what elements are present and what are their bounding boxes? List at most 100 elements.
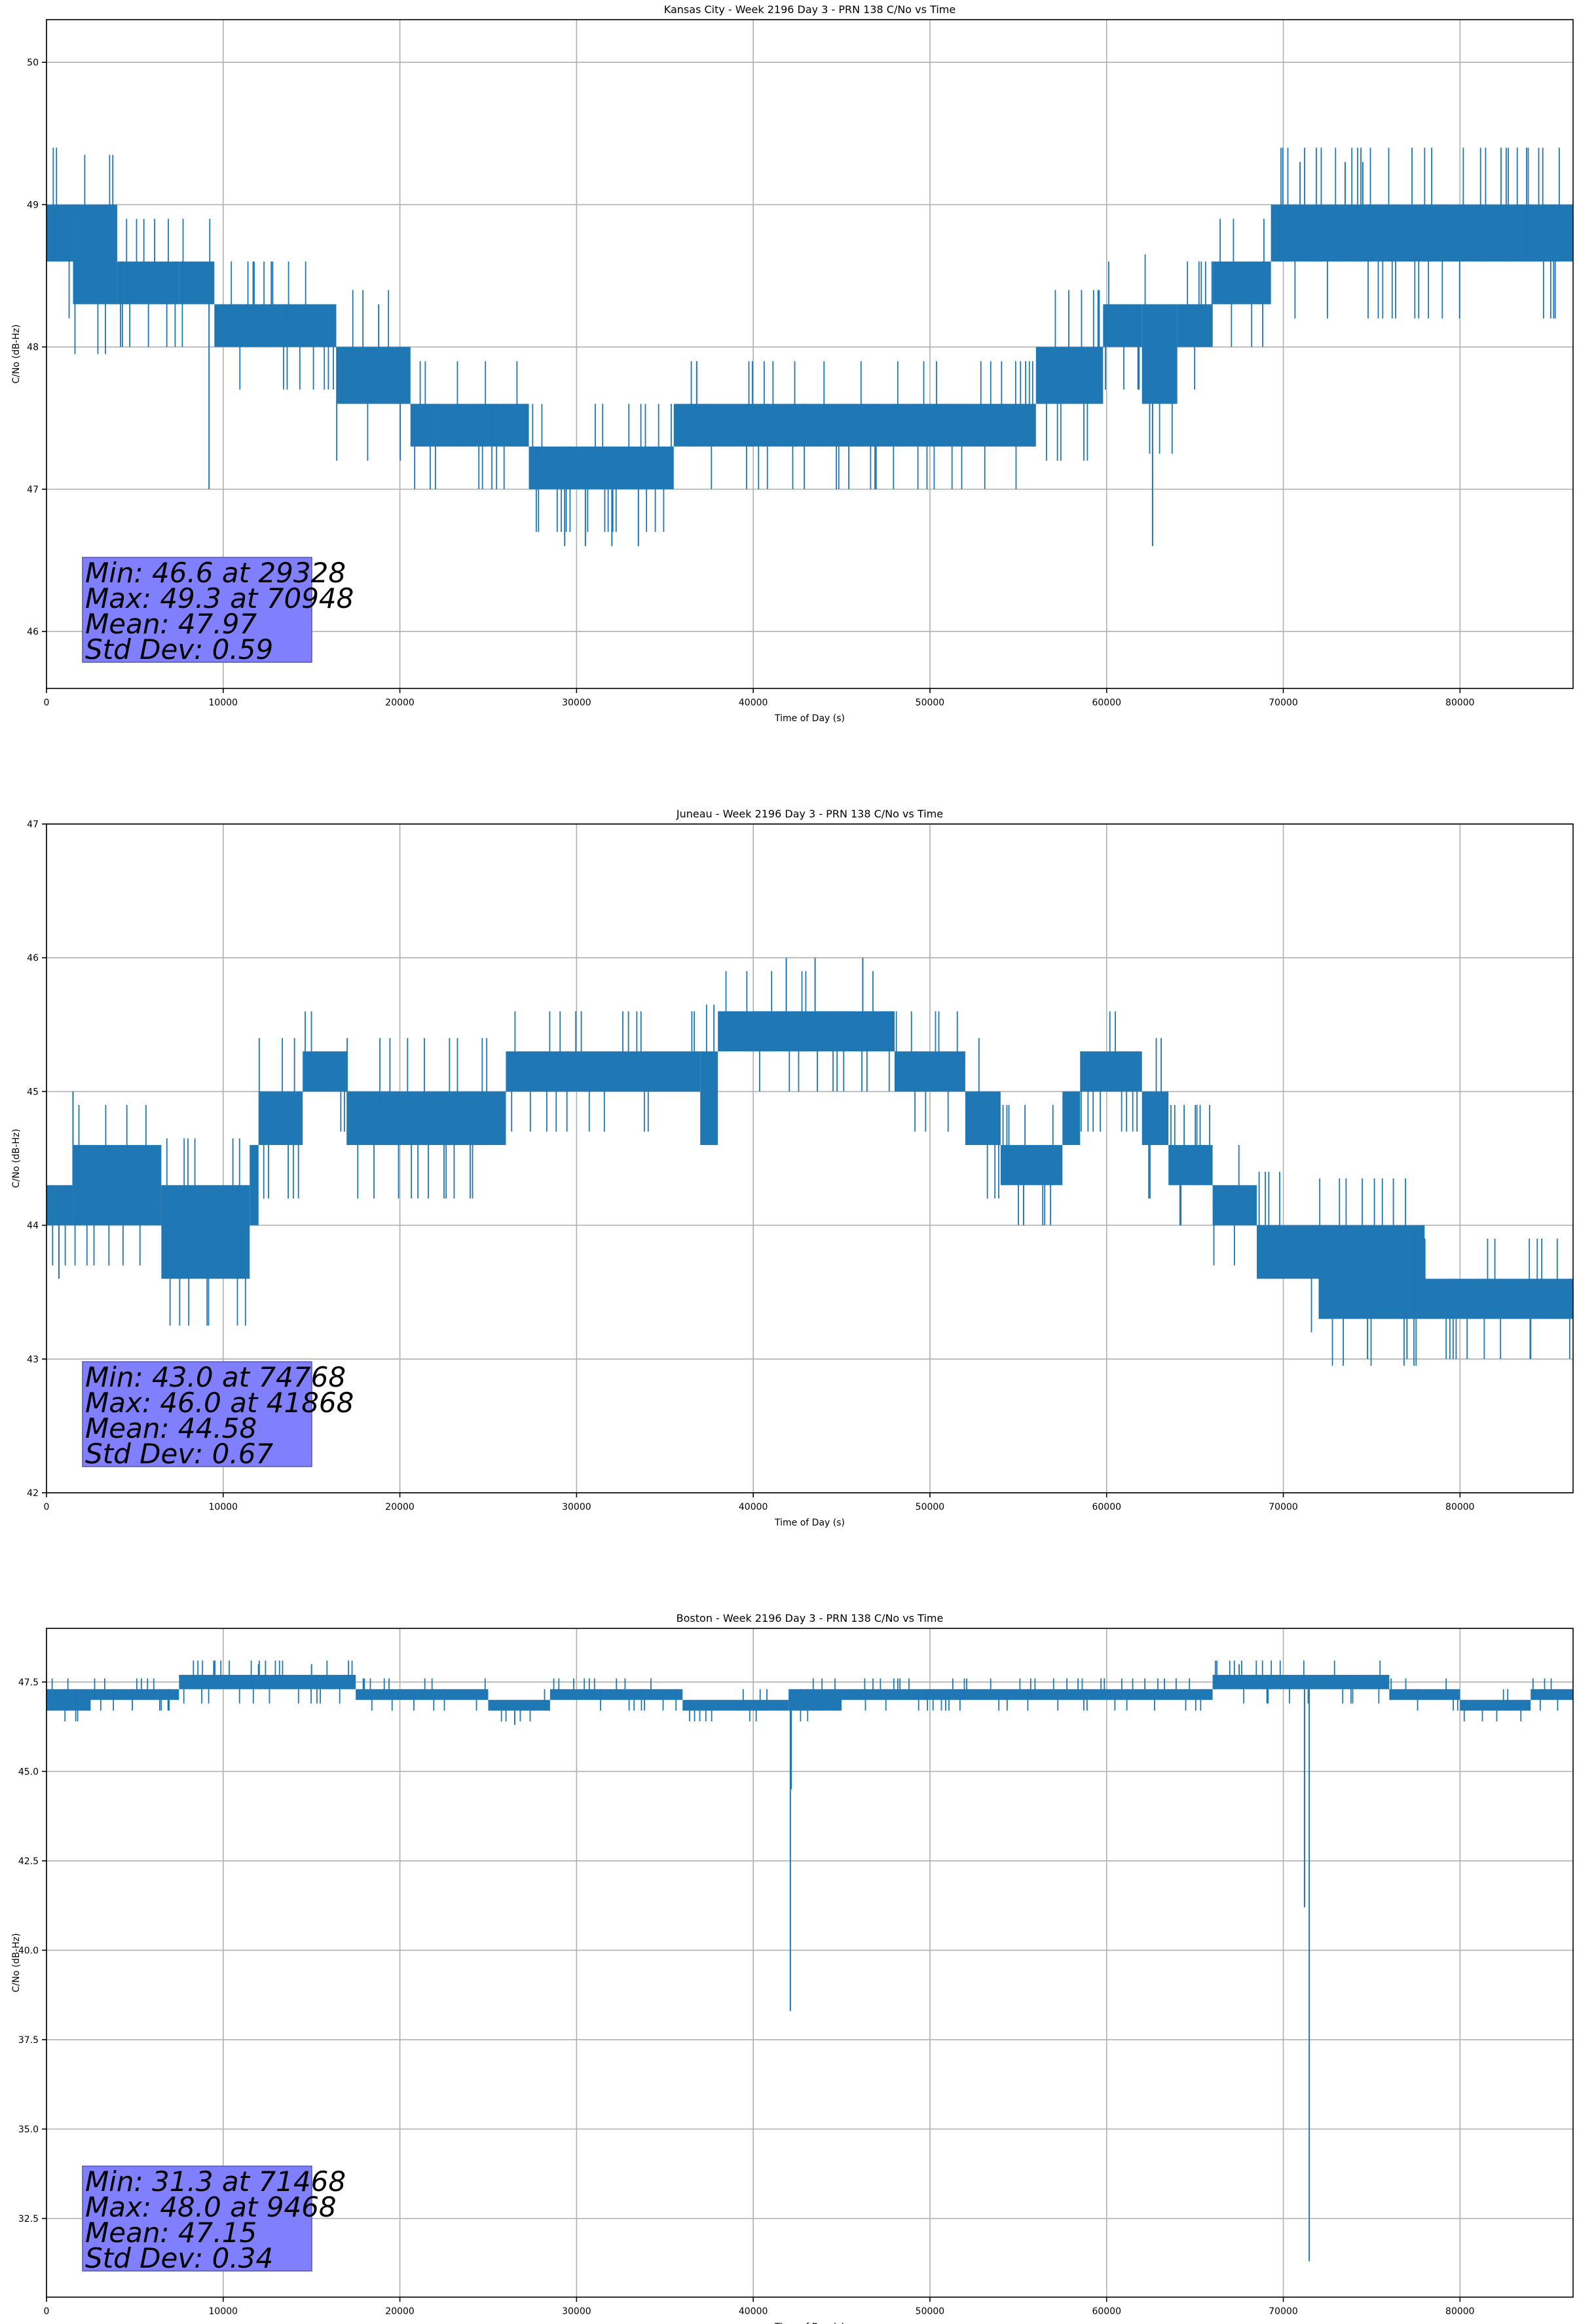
x-tick-label: 60000	[1092, 1502, 1121, 1512]
y-tick-label: 45	[27, 1087, 39, 1097]
cno-band	[346, 1091, 506, 1146]
y-tick-label: 47	[27, 485, 39, 495]
cno-band	[1080, 1051, 1142, 1092]
x-tick-label: 70000	[1269, 698, 1298, 708]
x-tick-label: 40000	[739, 698, 768, 708]
stats-line: Min: 43.0 at 74768	[85, 1361, 346, 1393]
cno-band	[179, 261, 215, 305]
x-tick-label: 30000	[562, 2306, 591, 2317]
cno-band	[46, 1185, 73, 1226]
cno-band	[488, 1700, 550, 1711]
stats-line: Max: 48.0 at 9468	[85, 2191, 337, 2223]
x-axis-label: Time of Day (s)	[774, 2322, 845, 2324]
x-tick-label: 80000	[1445, 1502, 1475, 1512]
y-tick-label: 43	[27, 1355, 39, 1365]
cno-band	[1035, 347, 1104, 404]
cno-band	[1000, 1145, 1063, 1186]
stats-line: Std Dev: 0.67	[85, 1438, 273, 1470]
x-tick-label: 50000	[916, 2306, 945, 2317]
cno-band	[90, 1689, 179, 1700]
x-tick-label: 80000	[1445, 698, 1475, 708]
cno-band	[1424, 1279, 1573, 1319]
stats-line: Std Dev: 0.59	[85, 633, 273, 665]
chart-panel-3: 0 10000 20000 30000 40000 50000 60000 70000 8000…	[11, 1612, 1574, 2324]
y-tick-label: 48	[27, 343, 39, 353]
x-tick-label: 40000	[739, 2306, 768, 2317]
chart-panel-1: 0 10000 20000 30000 40000 50000 60000 70000 8000…	[11, 3, 1574, 724]
stats-line: Max: 49.3 at 70948	[85, 582, 354, 614]
cno-band	[1389, 1689, 1460, 1700]
cno-band	[1257, 1225, 1319, 1279]
cno-band	[1531, 1689, 1573, 1700]
cno-band	[356, 1689, 489, 1700]
y-tick-label: 46	[27, 627, 39, 637]
y-tick-label: 49	[27, 200, 39, 210]
y-tick-label: 35.0	[18, 2124, 39, 2135]
stats-box	[82, 2165, 312, 2272]
cno-band	[1141, 1091, 1169, 1146]
chart-title: Juneau - Week 2196 Day 3 - PRN 138 C/No …	[676, 808, 943, 820]
y-axis-label: C/No (dB-Hz)	[11, 1129, 22, 1188]
y-tick-label: 44	[27, 1221, 39, 1231]
stats-box	[82, 557, 312, 663]
cno-band	[682, 1700, 789, 1711]
series-cno	[46, 958, 1573, 1366]
x-tick-label: 20000	[385, 698, 415, 708]
x-tick-label: 60000	[1092, 698, 1121, 708]
cno-band	[895, 1051, 965, 1092]
stats-line: Min: 46.6 at 29328	[85, 557, 346, 589]
x-tick-label: 60000	[1092, 2306, 1121, 2317]
x-tick-label: 30000	[562, 698, 591, 708]
x-tick-label: 20000	[385, 2306, 415, 2317]
cno-band	[700, 1051, 718, 1146]
stats-box	[82, 1361, 312, 1467]
cno-band	[506, 1051, 701, 1092]
cno-band	[250, 1145, 259, 1226]
chart-title: Kansas City - Week 2196 Day 3 - PRN 138 …	[664, 3, 955, 16]
cno-band	[214, 304, 337, 347]
y-axis-label: C/No (dB-Hz)	[11, 1933, 22, 1992]
x-tick-label: 20000	[385, 1502, 415, 1512]
stats-line: Min: 31.3 at 71468	[85, 2165, 346, 2198]
x-tick-label: 10000	[209, 2306, 238, 2317]
plot-frame	[46, 823, 1574, 1493]
x-tick-label: 0	[44, 2306, 50, 2317]
series-cno	[46, 1660, 1573, 2262]
chart-panel-2: 0 10000 20000 30000 40000 50000 60000 70000 8000…	[11, 808, 1574, 1528]
x-tick-label: 70000	[1269, 2306, 1298, 2317]
y-tick-label: 45.0	[18, 1767, 39, 1777]
cno-band	[1212, 261, 1271, 305]
y-tick-label: 37.5	[18, 2035, 39, 2046]
x-tick-label: 0	[44, 1502, 50, 1512]
chart-title: Boston - Week 2196 Day 3 - PRN 138 C/No …	[677, 1612, 944, 1624]
x-tick-label: 10000	[209, 698, 238, 708]
stats-line: Max: 46.0 at 41868	[85, 1387, 354, 1419]
cno-band	[303, 1051, 347, 1092]
x-tick-label: 50000	[916, 1502, 945, 1512]
x-tick-label: 50000	[916, 698, 945, 708]
cno-band	[46, 1689, 91, 1711]
plot-frame	[46, 19, 1574, 689]
cno-band	[1062, 1091, 1081, 1146]
cno-band	[410, 403, 529, 447]
y-tick-label: 46	[27, 953, 39, 964]
y-tick-label: 42.5	[18, 1856, 39, 1867]
stats-line: Mean: 47.97	[85, 608, 257, 640]
cno-band	[673, 403, 1036, 447]
y-axis-label: C/No (dB-Hz)	[11, 324, 22, 383]
stats-line: Mean: 47.15	[85, 2217, 257, 2249]
y-tick-label: 47	[27, 819, 39, 830]
cno-band	[1212, 1674, 1390, 1689]
cno-band	[529, 446, 674, 489]
cno-band	[788, 1689, 842, 1711]
x-axis-label: Time of Day (s)	[774, 713, 845, 724]
stats-line: Mean: 44.58	[85, 1412, 257, 1444]
x-tick-label: 80000	[1445, 2306, 1475, 2317]
y-tick-label: 50	[27, 58, 39, 68]
y-tick-label: 32.5	[18, 2214, 39, 2224]
x-tick-label: 40000	[739, 1502, 768, 1512]
stats-line: Std Dev: 0.34	[85, 2242, 273, 2274]
x-tick-label: 70000	[1269, 1502, 1298, 1512]
series-cno	[46, 147, 1573, 546]
